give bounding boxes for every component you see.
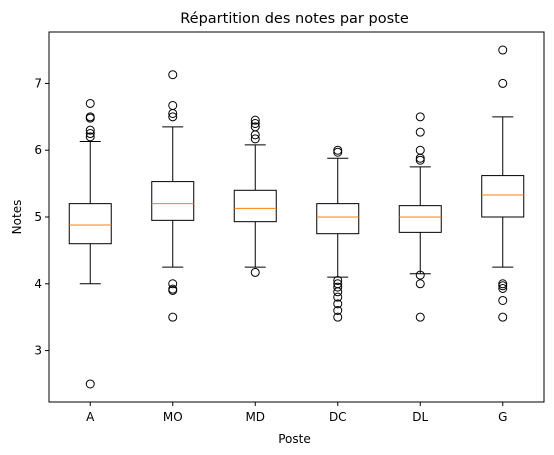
- y-tick-label: 6: [34, 143, 42, 157]
- flier-dc: [333, 299, 343, 309]
- flier-md: [250, 118, 260, 128]
- flier-md: [250, 267, 260, 277]
- flier-a: [85, 112, 95, 122]
- x-axis-label: Poste: [278, 432, 311, 446]
- x-tick-label: MO: [163, 410, 183, 424]
- flier-mo: [168, 285, 178, 295]
- flier-a: [85, 129, 95, 139]
- box-mo: [151, 181, 195, 221]
- flier-dc: [333, 306, 343, 316]
- flier-mo: [168, 279, 178, 289]
- flier-dc: [333, 282, 343, 292]
- chart-title: Répartition des notes par poste: [180, 11, 409, 27]
- plot-area: 3 4 5 6 7 A MO MD DC DL G: [34, 45, 525, 424]
- box-dl: [398, 205, 442, 233]
- flier-a: [85, 125, 95, 135]
- x-tick-label: MD: [245, 410, 265, 424]
- flier-dl: [415, 112, 425, 122]
- box-g: [481, 175, 525, 218]
- x-tick-label: DC: [329, 410, 347, 424]
- y-tick-label: 5: [34, 210, 42, 224]
- flier-dl: [415, 127, 425, 137]
- flier-dc: [333, 292, 343, 302]
- flier-a: [85, 379, 95, 389]
- flier-md: [250, 134, 260, 144]
- y-axis-label: Notes: [10, 200, 24, 235]
- flier-md: [250, 115, 260, 125]
- x-tick-label: A: [86, 410, 95, 424]
- flier-g: [498, 78, 508, 88]
- box-a: [68, 203, 112, 245]
- flier-dl: [415, 270, 425, 280]
- y-tick-label: 3: [34, 344, 42, 358]
- flier-g: [498, 45, 508, 55]
- box-dc: [316, 203, 360, 235]
- flier-g: [498, 295, 508, 305]
- y-tick-label: 4: [34, 277, 42, 291]
- flier-dc: [333, 287, 343, 297]
- flier-dl: [415, 279, 425, 289]
- flier-dc: [333, 312, 343, 322]
- flier-mo: [168, 70, 178, 80]
- plot-frame: [48, 31, 545, 403]
- box-md: [233, 189, 277, 223]
- flier-dc: [333, 275, 343, 285]
- flier-md: [250, 122, 260, 132]
- flier-mo: [168, 100, 178, 110]
- x-tick-label: G: [498, 410, 507, 424]
- flier-a: [85, 132, 95, 142]
- flier-mo: [168, 112, 178, 122]
- flier-g: [498, 283, 508, 293]
- flier-mo: [168, 312, 178, 322]
- y-tick-label: 7: [34, 76, 42, 90]
- flier-g: [498, 281, 508, 291]
- flier-dl: [415, 312, 425, 322]
- x-tick-label: DL: [412, 410, 428, 424]
- flier-dc: [333, 145, 343, 155]
- flier-dl: [415, 145, 425, 155]
- flier-a: [85, 98, 95, 108]
- flier-g: [498, 312, 508, 322]
